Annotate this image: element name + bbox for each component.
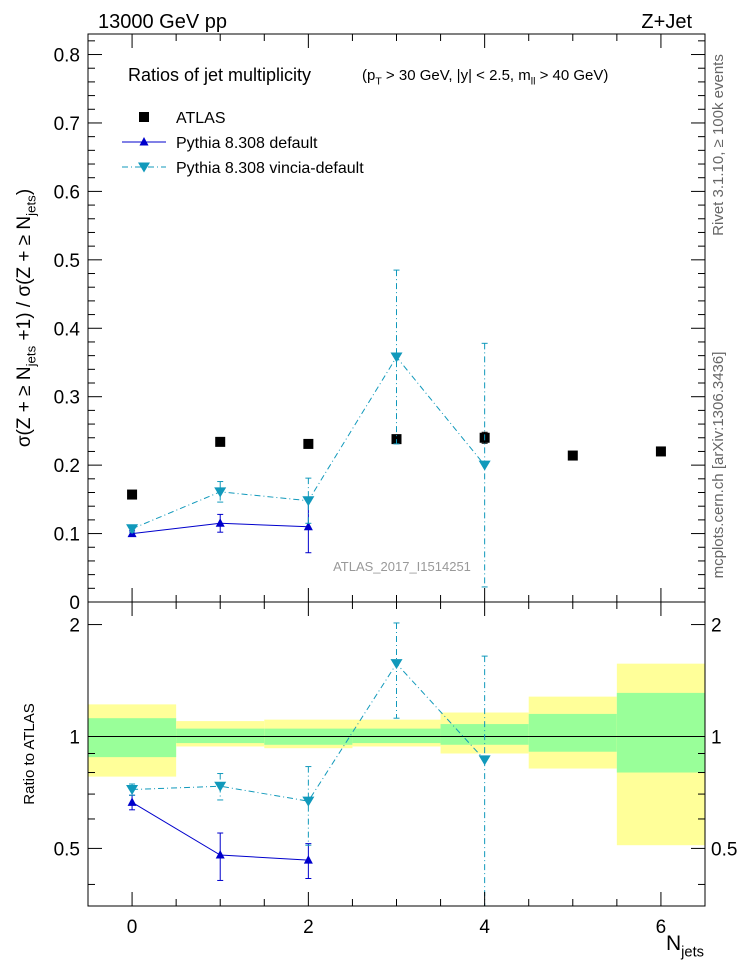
main-panel: 0 0.1 0.2 0.3 0.4 0.5 0.6 0.7 0.8 Ratios of jet … xyxy=(14,33,706,614)
ratio-band-inner xyxy=(88,718,177,758)
main-y-tick-label: 0.4 xyxy=(54,319,81,340)
ratio-point-pythia-8-308-vincia-default xyxy=(214,781,227,792)
ratio-y-tick-label: 0.5 xyxy=(54,839,80,860)
main-point-atlas xyxy=(655,446,666,457)
main-point-pythia-8-308-vincia-default xyxy=(478,460,491,471)
header-right-label: Z+Jet xyxy=(641,11,692,33)
main-point-pythia-8-308-vincia-default xyxy=(126,524,139,535)
main-point-pythia-8-308-vincia-default xyxy=(390,352,403,363)
main-y-axis-label-group: σ(Z + ≥ Njets +1) / σ(Z + ≥ Njets) xyxy=(14,189,39,447)
x-tick-label: 2 xyxy=(303,917,314,938)
ratio-panel: 0.5 0.5 1 1 2 2 0 2 4 6 Ratio to ATLAS Njets xyxy=(21,601,737,960)
main-y-tick-label: 0.3 xyxy=(54,388,80,409)
ratio-y-tick-label-right: 0.5 xyxy=(711,839,737,860)
main-y-tick-label: 0.8 xyxy=(54,46,80,67)
ratio-point-pythia-8-308-default xyxy=(215,850,225,859)
legend-entry: Pythia 8.308 vincia-default xyxy=(176,160,364,177)
main-y-tick-label: 0.5 xyxy=(54,251,80,272)
ratio-band-inner xyxy=(528,713,617,752)
main-point-atlas xyxy=(127,489,138,500)
x-tick-label: 6 xyxy=(656,917,667,938)
ratio-point-pythia-8-308-default xyxy=(303,855,313,864)
main-y-tick-label: 0 xyxy=(69,593,80,614)
legend-entry: ATLAS xyxy=(176,110,226,127)
legend-entry: Pythia 8.308 default xyxy=(176,135,318,152)
header-left-label: 13000 GeV pp xyxy=(98,11,227,33)
main-y-axis-label-text: σ(Z + ≥ Njets +1) / σ(Z + ≥ Njets) xyxy=(14,189,39,447)
rivet-label: Rivet 3.1.10, ≥ 100k events xyxy=(710,54,727,236)
x-tick-label: 4 xyxy=(479,917,490,938)
ratio-y-tick-label-right: 1 xyxy=(711,727,722,748)
ratio-y-axis-label: Ratio to ATLAS xyxy=(21,703,38,804)
x-axis-label: Njets xyxy=(666,932,704,960)
main-y-tick-label: 0.1 xyxy=(54,525,80,546)
legend: ATLAS Pythia 8.308 default Pythia 8.308 vi… xyxy=(122,110,364,177)
main-point-pythia-8-308-default xyxy=(303,521,313,531)
x-axis-label-text: Njets xyxy=(666,932,704,960)
main-point-atlas xyxy=(303,438,314,449)
ratio-band-inner xyxy=(616,692,705,773)
main-point-atlas xyxy=(567,450,578,461)
ratio-band-inner xyxy=(352,728,441,744)
main-y-tick-label: 0.7 xyxy=(54,114,80,135)
legend-marker xyxy=(139,137,149,146)
analysis-watermark: ATLAS_2017_I1514251 xyxy=(333,559,471,574)
ratio-point-pythia-8-308-vincia-default xyxy=(302,796,315,807)
legend-marker xyxy=(138,162,150,173)
main-y-axis-label: σ(Z + ≥ Njets +1) / σ(Z + ≥ Njets) xyxy=(14,189,39,447)
legend-marker xyxy=(139,112,149,122)
main-point-pythia-8-308-default xyxy=(215,518,225,527)
main-point-pythia-8-308-vincia-default xyxy=(302,496,315,507)
ratio-y-tick-label: 1 xyxy=(69,727,80,748)
main-title: Ratios of jet multiplicity xyxy=(128,65,311,85)
ratio-y-tick-label-right: 2 xyxy=(711,616,722,637)
ratio-point-pythia-8-308-vincia-default xyxy=(390,659,403,670)
ratio-point-pythia-8-308-vincia-default xyxy=(126,785,139,796)
x-tick-label: 0 xyxy=(127,917,138,938)
main-y-tick-label: 0.6 xyxy=(54,182,80,203)
mcplots-label: mcplots.cern.ch [arXiv:1306.3436] xyxy=(710,352,727,579)
main-y-tick-label: 0.2 xyxy=(54,456,80,477)
ratio-band-inner xyxy=(176,728,265,744)
ratio-point-pythia-8-308-vincia-default xyxy=(478,755,491,766)
ratio-point-pythia-8-308-default xyxy=(127,797,137,806)
main-point-pythia-8-308-vincia-default xyxy=(214,487,227,498)
title-cuts-text: (pT > 30 GeV, |y| < 2.5, mll > 40 GeV) xyxy=(362,67,608,88)
ratio-y-tick-label: 2 xyxy=(69,616,80,637)
title-cuts: (pT > 30 GeV, |y| < 2.5, mll > 40 GeV) xyxy=(362,67,608,88)
main-point-atlas xyxy=(215,436,226,447)
